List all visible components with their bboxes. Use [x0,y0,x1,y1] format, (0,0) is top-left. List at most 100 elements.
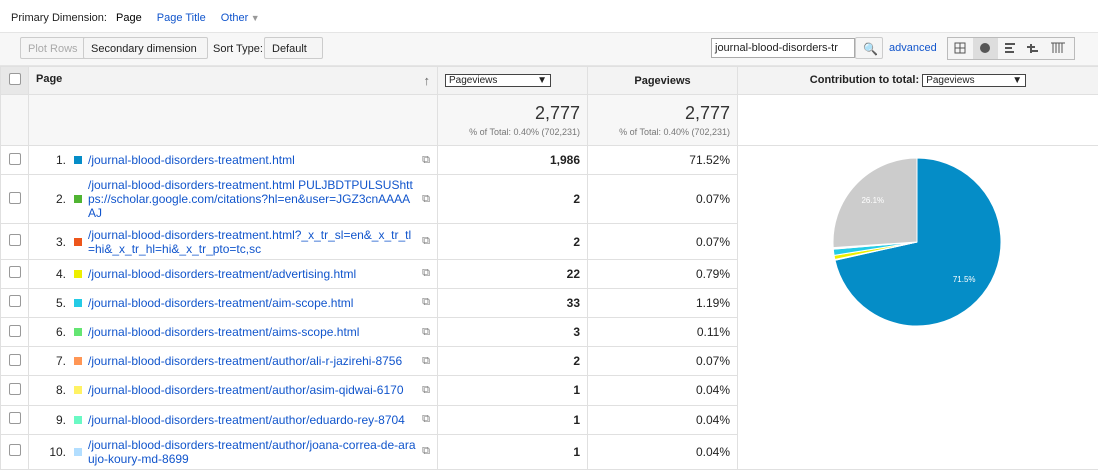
metric-select[interactable]: Pageviews ▼ [445,74,551,87]
checkbox[interactable] [8,266,21,279]
cell: 4. /journal-blood-disorders-treatment/adv… [28,258,438,289]
contribution-select[interactable]: Pageviews ▼ [922,74,1027,87]
cell [0,258,29,289]
checkbox[interactable] [8,191,21,204]
pageviews: 1,986 [437,144,588,176]
row-index: 10. [49,444,66,459]
page-cell: 1. /journal-blood-disorders-treatment.htm… [36,150,430,170]
row: 4. /journal-blood-disorders-treatment/adv… [0,258,1098,289]
search-button[interactable]: 🔍 [855,37,883,59]
pageviews: 3 [437,317,588,348]
percent: 0.04% [587,375,738,406]
pageviews: 1 [437,375,588,406]
row-index: 8. [55,383,66,398]
summary-value: 2,777 [684,103,730,123]
page-cell: 9. /journal-blood-disorders-treatment/aut… [36,410,430,430]
row: 8. /journal-blood-disorders-treatment/aut… [0,375,1098,406]
percent: 0.07% [587,223,738,260]
percent: 0.79% [587,258,738,289]
page-cell: 7. /journal-blood-disorders-treatment/aut… [36,351,430,371]
open-icon[interactable]: ⧉ [422,383,430,396]
open-icon[interactable]: ⧉ [422,267,430,280]
percent: 0.04% [587,404,738,435]
row-index: 6. [55,325,66,340]
color-key [74,386,82,395]
pie-label: 71.5% [953,275,976,284]
checkbox[interactable] [8,73,21,85]
pageviews: 22 [437,258,588,289]
cell: 1. /journal-blood-disorders-treatment.htm… [28,144,438,176]
cell [0,287,29,319]
option[interactable]: Page [116,12,142,24]
sort-type[interactable]: Default ▼ [264,37,323,76]
open-icon[interactable]: ⧉ [422,153,430,166]
row-index: 5. [55,295,66,310]
header: Contribution to total: [809,74,920,86]
open-icon[interactable]: ⧉ [422,354,430,367]
page-link[interactable]: /journal-blood-disorders-treatment/autho… [88,354,403,369]
summary-note: % of Total: 0.40% (702,231) [469,127,580,137]
row-index: 3. [55,234,66,249]
option[interactable]: Page Title [156,12,206,24]
page-link[interactable]: /journal-blood-disorders-treatment/autho… [88,437,416,466]
percent: 1.19% [587,287,738,319]
cell [0,317,29,348]
page-link[interactable]: /journal-blood-disorders-treatment.html [88,153,295,168]
label: Primary Dimension: [11,12,107,24]
cell [0,375,29,406]
search-box[interactable]: journal-blood-disorders-tr [711,38,855,58]
percent: 0.07% [587,174,738,225]
color-key [74,298,82,307]
row: 3. /journal-blood-disorders-treatment.htm… [0,223,1098,260]
checkbox[interactable] [8,234,21,247]
checkbox[interactable] [8,295,21,308]
pageviews: 1 [437,404,588,435]
summary-note: % of Total: 0.40% (702,231) [619,127,730,137]
checkbox[interactable] [8,412,21,425]
page-link[interactable]: /journal-blood-disorders-treatment/autho… [88,412,405,427]
percent: 0.11% [587,317,738,348]
checkbox[interactable] [8,353,21,366]
page-link[interactable]: /journal-blood-disorders-treatment.html?… [88,227,412,256]
cell [0,433,29,471]
percent: 71.52% [587,144,738,176]
open-icon[interactable]: ⧉ [422,325,430,338]
pageviews: 2 [437,174,588,225]
view-icons [947,37,1075,60]
cell: 8. /journal-blood-disorders-treatment/aut… [28,375,438,406]
row-index: 2. [55,192,66,207]
cell: 6. /journal-blood-disorders-treatment/aim… [28,317,438,348]
cell [0,174,29,225]
cell [0,144,29,176]
pageviews: 2 [437,346,588,377]
pie-chart: 71.5% 26.1% [832,157,1002,327]
page-cell: 4. /journal-blood-disorders-treatment/adv… [36,264,430,284]
option[interactable]: Other [220,12,249,24]
page-link[interactable]: /journal-blood-disorders-treatment/autho… [88,383,404,398]
page-link[interactable]: /journal-blood-disorders-treatment/adver… [88,266,357,281]
open-icon[interactable]: ⧉ [422,445,430,458]
page-link[interactable]: /journal-blood-disorders-treatment/aims-… [88,325,360,340]
open-icon[interactable]: ⧉ [422,235,430,248]
secondary-dimension[interactable]: Secondary dimension ▼ [83,37,208,76]
cell: 2. /journal-blood-disorders-treatment.htm… [28,174,438,225]
plot-rows[interactable]: Plot Rows [20,37,86,59]
color-key [74,328,82,337]
header: Page [36,73,63,85]
checkbox[interactable] [8,152,21,165]
checkbox[interactable] [8,382,21,395]
open-icon[interactable]: ⧉ [422,296,430,309]
color-key [74,195,82,204]
checkbox[interactable] [8,444,21,457]
open-icon[interactable]: ⧉ [422,192,430,205]
cell: 3. /journal-blood-disorders-treatment.htm… [28,223,438,260]
pie-slice [834,157,1002,327]
cell: 5. /journal-blood-disorders-treatment/aim… [28,287,438,319]
row-index: 1. [55,153,66,168]
page-link[interactable]: /journal-blood-disorders-treatment.html … [88,178,413,221]
page-link[interactable]: /journal-blood-disorders-treatment/aim-s… [88,295,354,310]
advanced-link[interactable]: advanced [889,42,937,54]
open-icon[interactable]: ⧉ [422,413,430,426]
checkbox[interactable] [8,324,21,337]
